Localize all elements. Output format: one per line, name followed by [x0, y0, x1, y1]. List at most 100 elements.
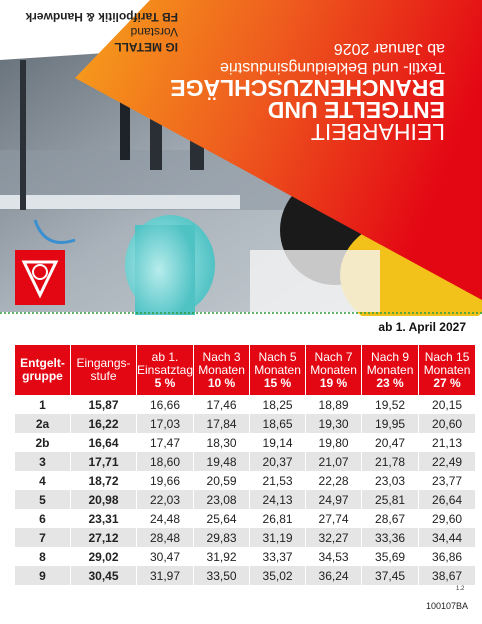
wage-cell: 24,48: [136, 509, 195, 528]
wage-cell: 16,64: [70, 433, 137, 452]
column-header: ab 1. Einsatztag 5 %: [136, 345, 195, 395]
wage-cell: 23,03: [361, 471, 420, 490]
table-row: 2a 16,22 17,03 17,84 18,65 19,30 19,95 20,60: [15, 414, 477, 433]
table-row: 5 20,98 22,03 23,08 24,13 24,97 25,81 26,64: [15, 490, 477, 509]
wage-cell: 22,03: [136, 490, 195, 509]
wage-cell: 20,47: [361, 433, 420, 452]
group-cell: 2a: [15, 414, 71, 433]
column-header-line: Monaten: [366, 362, 414, 377]
subtitle: Textil- und Bekleidungsindustrie: [219, 59, 445, 76]
wage-cell: 27,12: [70, 528, 137, 547]
group-cell: 1: [15, 395, 71, 414]
table-row: 2b 16,64 17,47 18,30 19,14 19,80 20,47 21,13: [15, 433, 477, 452]
wage-cell: 35,02: [249, 566, 307, 585]
wage-cell: 18,72: [70, 471, 137, 490]
wage-cell: 32,27: [305, 528, 363, 547]
group-cell: 7: [15, 528, 71, 547]
table-row: 4 18,72 19,66 20,59 21,53 22,28 23,03 23,77: [15, 471, 477, 490]
wage-cell: 26,81: [249, 509, 307, 528]
wage-cell: 34,44: [418, 528, 477, 547]
wage-cell: 20,60: [418, 414, 477, 433]
org-line: IG METALL: [114, 40, 178, 54]
document-code: 100107BA: [425, 601, 468, 611]
wage-cell: 23,08: [193, 490, 251, 509]
wage-cell: 18,60: [136, 452, 195, 471]
wage-cell: 18,25: [249, 395, 307, 414]
table-row: 6 23,31 24,48 25,64 26,81 27,74 28,67 29,60: [15, 509, 477, 528]
wage-cell: 31,97: [136, 566, 195, 585]
wage-cell: 36,86: [418, 547, 477, 566]
wage-cell: 18,30: [193, 433, 251, 452]
wage-cell: 17,71: [70, 452, 137, 471]
wage-cell: 34,53: [305, 547, 363, 566]
wage-cell: 37,45: [361, 566, 420, 585]
wage-cell: 20,59: [193, 471, 251, 490]
column-percent: 19 %: [319, 375, 348, 390]
page-number: 1.2: [456, 586, 465, 592]
wage-cell: 20,37: [249, 452, 307, 471]
wage-cell: 25,81: [361, 490, 420, 509]
column-header-line: Monaten: [310, 362, 357, 377]
title-line: BRANCHENZUSCHLÄGE: [170, 75, 445, 101]
group-cell: 8: [15, 547, 71, 566]
column-header: Nach 15 Monaten 27 %: [418, 345, 477, 395]
wage-cell: 21,13: [418, 433, 477, 452]
column-header-line: Nach 5: [258, 349, 297, 364]
wage-cell: 20,15: [418, 395, 477, 414]
wage-cell: 30,47: [136, 547, 195, 566]
column-percent: 15 %: [263, 375, 292, 390]
column-header-line: Nach 3: [202, 349, 241, 364]
column-percent: 5 %: [154, 375, 176, 390]
wage-cell: 19,95: [361, 414, 420, 433]
wage-cell: 17,47: [136, 433, 195, 452]
cover-image: [0, 0, 482, 316]
title-line: ENTGELTE UND: [267, 97, 445, 123]
org-line: FB Tarifpolitik & Handwerk: [25, 10, 178, 24]
date: ab Januar 2026: [333, 40, 445, 57]
headline: LEIHARBEIT ENTGELTE UND BRANCHENZUSCHLÄGE T…: [170, 8, 445, 145]
wage-cell: 19,52: [361, 395, 420, 414]
table-row: 1 15,87 16,66 17,46 18,25 18,89 19,52 20,15: [15, 395, 477, 414]
wage-cell: 21,78: [361, 452, 420, 471]
column-header-line: ab 1.: [151, 349, 179, 364]
wage-cell: 19,30: [305, 414, 363, 433]
wage-cell: 21,07: [305, 452, 363, 471]
column-percent: 10 %: [207, 375, 236, 390]
group-cell: 2b: [15, 433, 71, 452]
group-cell: 9: [15, 566, 71, 585]
column-header-line: Einsatztag: [137, 362, 194, 377]
wage-cell: 19,14: [249, 433, 307, 452]
wage-cell: 30,45: [70, 566, 137, 585]
table-row: 3 17,71 18,60 19,48 20,37 21,07 21,78 22,49: [15, 452, 477, 471]
column-header-line: Entgelt-: [20, 356, 65, 370]
table-row: 8 29,02 30,47 31,92 33,37 34,53 35,69 36,86: [15, 547, 477, 566]
title-line: LEIHARBEIT: [310, 119, 445, 145]
wage-cell: 27,74: [305, 509, 363, 528]
wage-cell: 33,36: [361, 528, 420, 547]
column-header: Nach 5 Monaten 15 %: [249, 345, 307, 395]
wage-cell: 31,19: [249, 528, 307, 547]
group-cell: 6: [15, 509, 71, 528]
wage-cell: 29,02: [70, 547, 137, 566]
wage-cell: 15,87: [70, 395, 137, 414]
column-header-line: Nach 15: [424, 349, 470, 364]
column-header: Nach 9 Monaten 23 %: [361, 345, 420, 395]
wage-cell: 21,53: [249, 471, 307, 490]
wage-cell: 17,46: [193, 395, 251, 414]
column-header-line: gruppe: [22, 369, 63, 383]
wage-cell: 28,48: [136, 528, 195, 547]
wage-cell: 38,67: [418, 566, 477, 585]
wage-cell: 33,37: [249, 547, 307, 566]
column-header-line: Monaten: [198, 362, 245, 377]
column-header-line: Monaten: [423, 362, 471, 377]
table-row: 9 30,45 31,97 33,50 35,02 36,24 37,45 38,67: [15, 566, 477, 585]
wage-cell: 33,50: [193, 566, 251, 585]
column-header: Entgelt-gruppe: [15, 345, 71, 395]
table-caption: ab 1. April 2027: [378, 320, 466, 334]
wage-cell: 19,48: [193, 452, 251, 471]
wage-cell: 35,69: [361, 547, 420, 566]
org-line: Vorstand: [130, 25, 178, 39]
wage-cell: 20,98: [70, 490, 137, 509]
table-row: 7 27,12 28,48 29,83 31,19 32,27 33,36 34,44: [15, 528, 477, 547]
